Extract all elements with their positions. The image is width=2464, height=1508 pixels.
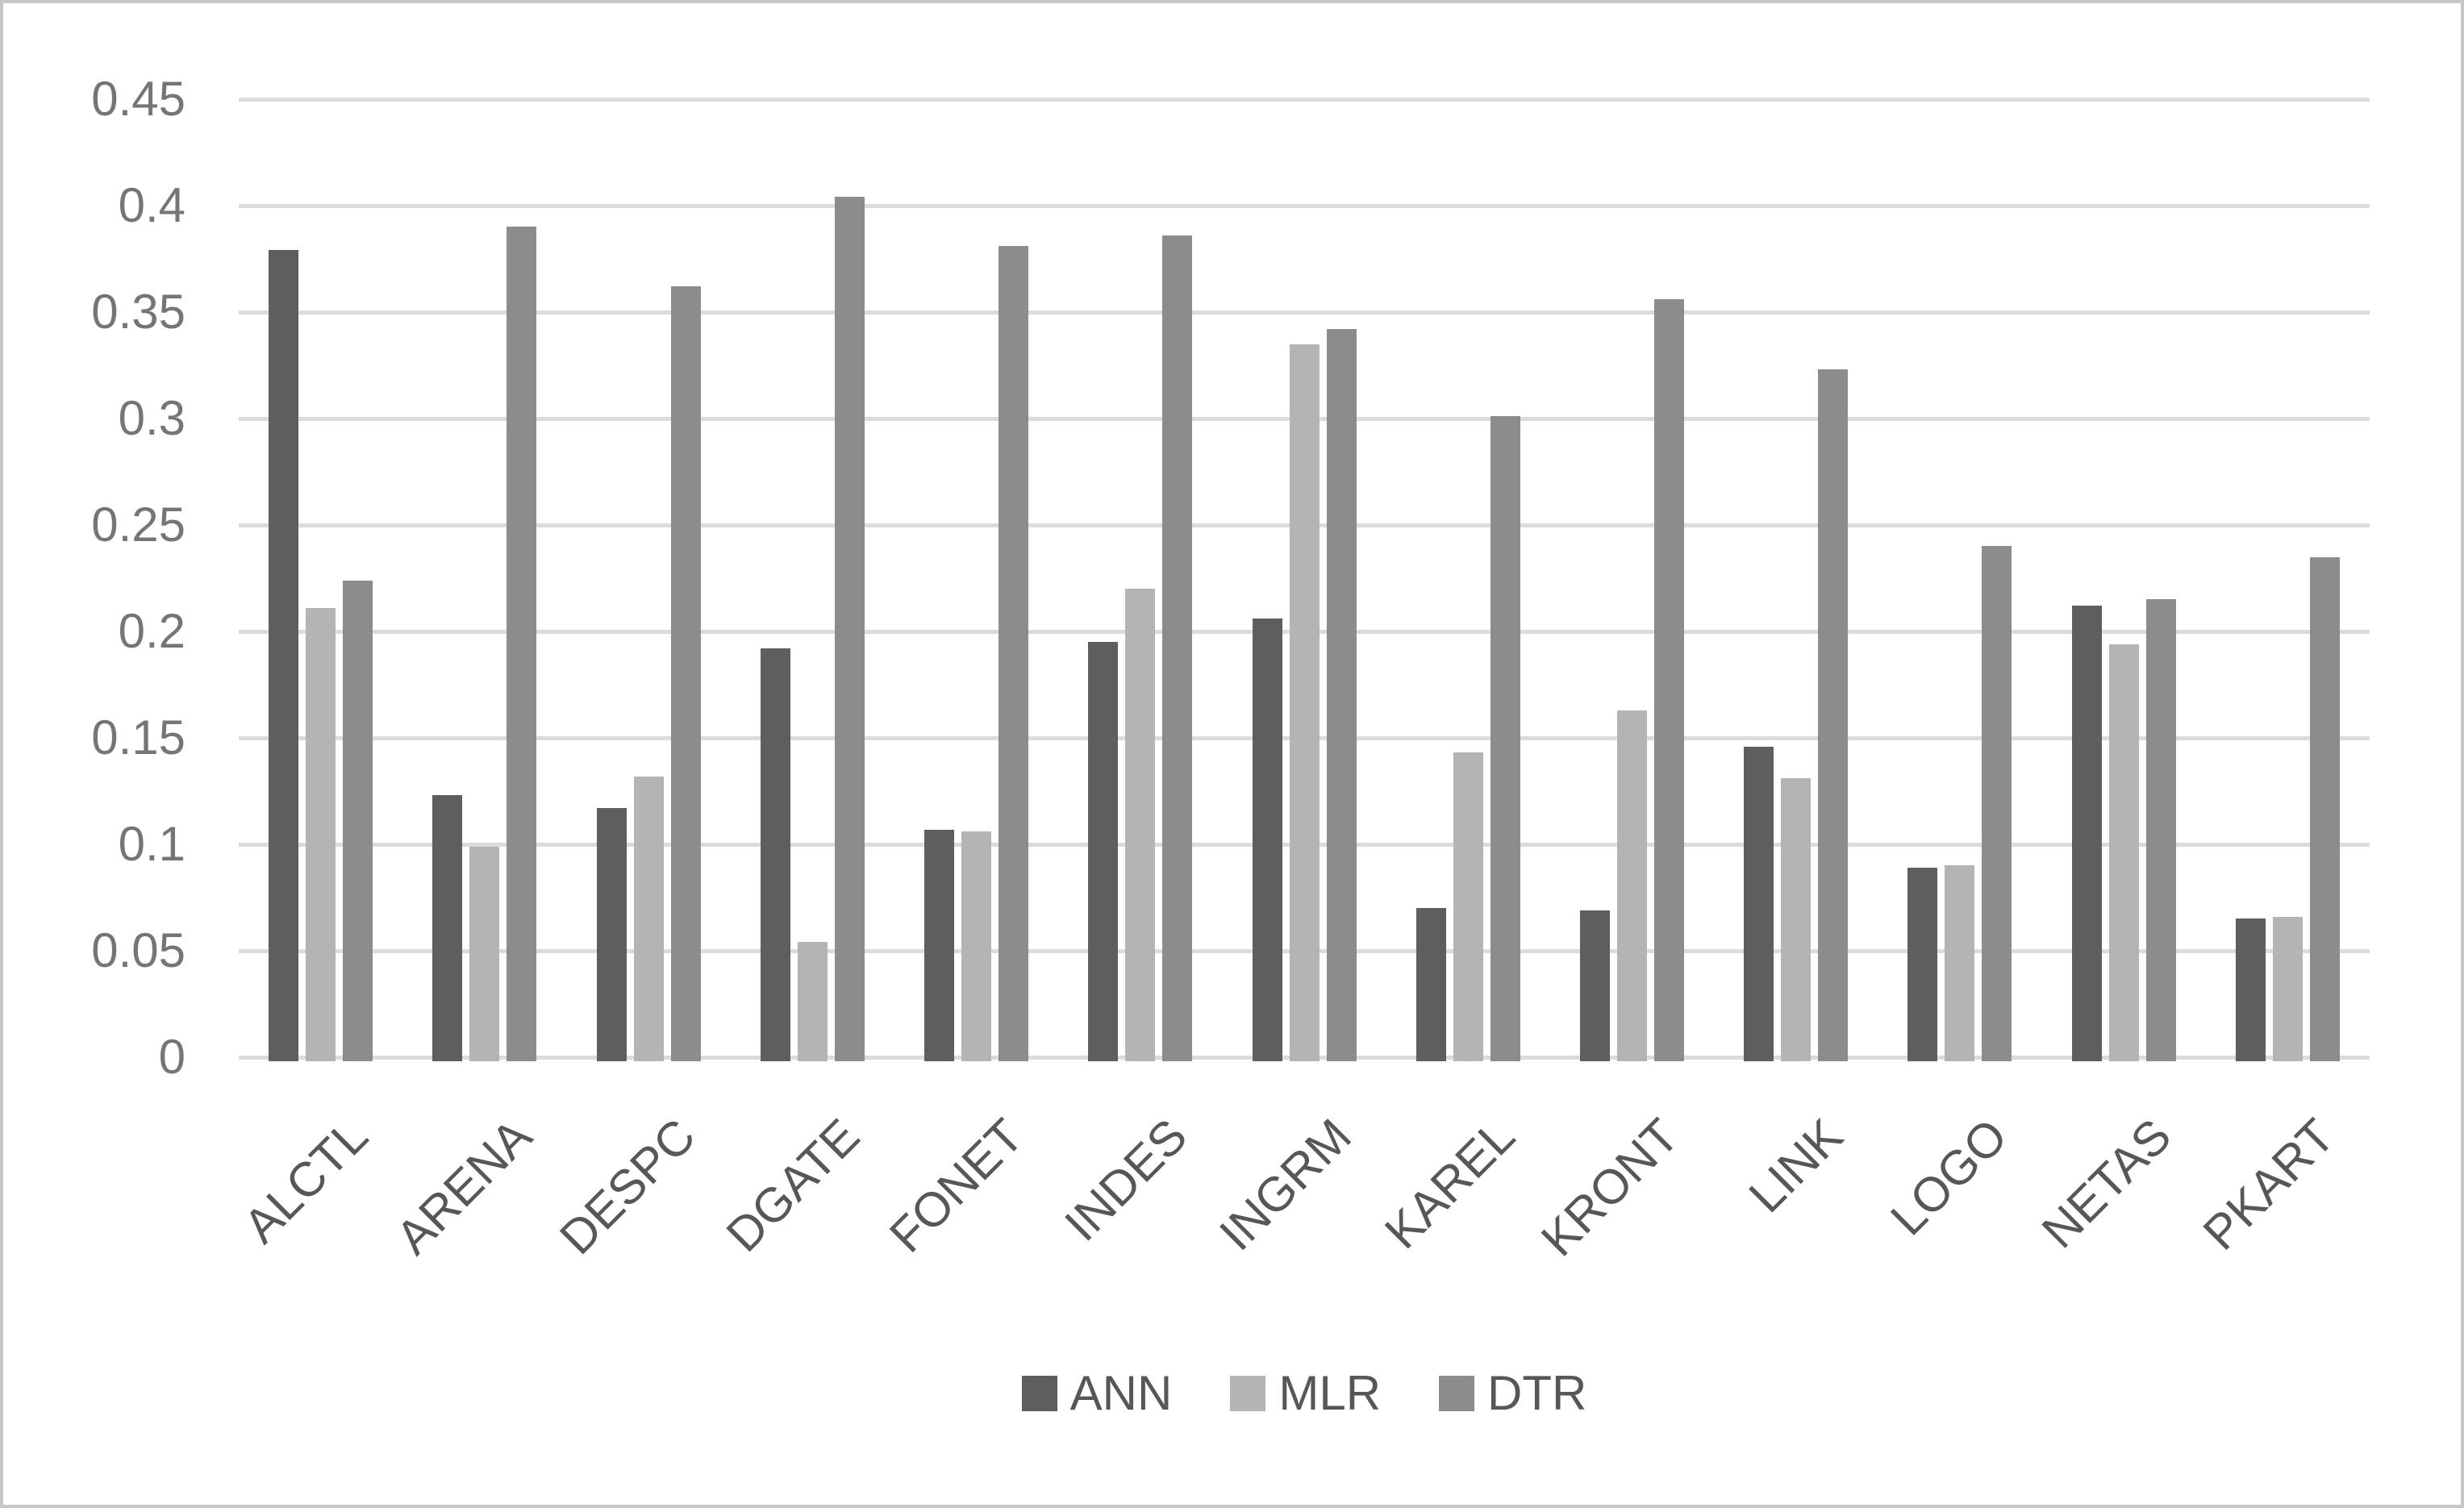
bar-DESPC-MLR xyxy=(633,776,664,1061)
bar-DGATE-ANN xyxy=(760,648,790,1061)
bar-LINK-MLR xyxy=(1781,778,1812,1061)
bar-INDES-DTR xyxy=(1162,235,1193,1061)
bar-FONET-DTR xyxy=(999,246,1029,1061)
legend-swatch-DTR xyxy=(1439,1376,1475,1411)
bar-DESPC-ANN xyxy=(596,808,627,1061)
legend-item-MLR: MLR xyxy=(1230,1368,1381,1419)
bar-NETAS-DTR xyxy=(2145,599,2176,1061)
bar-NETAS-ANN xyxy=(2071,606,2102,1061)
bar-LOGO-DTR xyxy=(1982,546,2012,1061)
bar-DGATE-DTR xyxy=(834,197,865,1061)
y-tick-label: 0.15 xyxy=(91,710,186,764)
bar-DESPC-DTR xyxy=(670,286,701,1061)
gridline xyxy=(239,98,2370,102)
bar-ARENA-DTR xyxy=(507,227,537,1061)
y-tick-label: 0.45 xyxy=(91,72,186,126)
bar-KRONT-DTR xyxy=(1653,299,1684,1061)
bar-LINK-ANN xyxy=(1744,746,1774,1061)
legend-swatch-MLR xyxy=(1230,1376,1266,1411)
bar-DGATE-MLR xyxy=(797,942,828,1061)
y-tick-label: 0 xyxy=(158,1030,186,1084)
y-tick-label: 0.25 xyxy=(91,498,186,552)
bar-PKART-DTR xyxy=(2309,556,2340,1061)
y-tick-label: 0.3 xyxy=(118,391,186,445)
gridline xyxy=(239,310,2370,315)
bar-INDES-ANN xyxy=(1088,642,1119,1061)
x-category-label-PKART: PKART xyxy=(1969,1109,2345,1260)
bar-FONET-MLR xyxy=(961,831,992,1061)
bar-KAREL-DTR xyxy=(1490,416,1520,1061)
bar-LOGO-MLR xyxy=(1945,865,1975,1061)
gridline xyxy=(239,204,2370,208)
y-tick-label: 0.05 xyxy=(91,923,186,977)
y-tick-label: 0.2 xyxy=(118,604,186,658)
x-category-label-text: PKART xyxy=(2193,1108,2345,1260)
bar-NETAS-MLR xyxy=(2108,644,2139,1061)
bar-ALCTL-ANN xyxy=(269,250,299,1061)
bar-INGRM-MLR xyxy=(1289,344,1320,1061)
bar-KRONT-ANN xyxy=(1579,910,1610,1061)
bar-KAREL-MLR xyxy=(1453,752,1483,1061)
y-tick-label: 0.35 xyxy=(91,285,186,339)
legend-item-ANN: ANN xyxy=(1021,1366,1173,1420)
bar-LINK-DTR xyxy=(1818,369,1849,1061)
y-tick-label: 0.1 xyxy=(118,817,186,871)
bar-FONET-ANN xyxy=(924,829,955,1061)
legend-item-DTR: DTR xyxy=(1439,1368,1586,1419)
legend-label-MLR: MLR xyxy=(1278,1366,1382,1420)
legend-label-DTR: DTR xyxy=(1487,1366,1587,1420)
bar-KAREL-ANN xyxy=(1415,908,1446,1061)
bar-ARENA-MLR xyxy=(469,846,500,1061)
bar-LOGO-ANN xyxy=(1907,868,1938,1061)
bar-ARENA-ANN xyxy=(432,795,463,1061)
y-tick-label: 0.4 xyxy=(118,178,186,232)
bar-INGRM-DTR xyxy=(1326,329,1357,1061)
legend: ANN MLR DTR xyxy=(239,1368,2370,1419)
bar-KRONT-MLR xyxy=(1616,710,1647,1061)
legend-label-ANN: ANN xyxy=(1069,1366,1173,1420)
legend-swatch-ANN xyxy=(1021,1376,1057,1411)
bar-INGRM-ANN xyxy=(1252,619,1282,1061)
bar-ALCTL-MLR xyxy=(306,607,336,1061)
bar-INDES-MLR xyxy=(1125,589,1156,1061)
bar-PKART-ANN xyxy=(2235,919,2266,1061)
bar-PKART-MLR xyxy=(2272,916,2303,1061)
bar-ALCTL-DTR xyxy=(343,580,373,1061)
